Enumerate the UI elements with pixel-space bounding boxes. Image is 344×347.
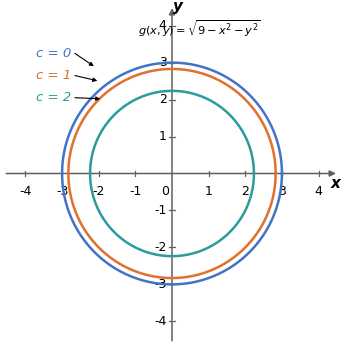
Text: 4: 4 <box>159 19 166 32</box>
Text: 0: 0 <box>161 185 169 198</box>
Text: 4: 4 <box>315 185 323 198</box>
Text: $\bfit{y}$: $\bfit{y}$ <box>172 0 185 16</box>
Text: c = 2: c = 2 <box>36 91 72 104</box>
Text: -3: -3 <box>154 278 166 291</box>
Text: c = 1: c = 1 <box>36 69 72 82</box>
Text: 1: 1 <box>205 185 213 198</box>
Text: -1: -1 <box>154 204 166 217</box>
Text: $\bfit{x}$: $\bfit{x}$ <box>331 176 343 191</box>
Text: -2: -2 <box>93 185 105 198</box>
Text: 3: 3 <box>278 185 286 198</box>
Text: $g(x, y) = \sqrt{9 - x^2 - y^2}$: $g(x, y) = \sqrt{9 - x^2 - y^2}$ <box>138 19 261 40</box>
Text: 3: 3 <box>159 56 166 69</box>
Text: -2: -2 <box>154 241 166 254</box>
Text: c = 0: c = 0 <box>36 47 72 60</box>
Text: -4: -4 <box>154 315 166 328</box>
Text: -4: -4 <box>19 185 32 198</box>
Text: 2: 2 <box>241 185 249 198</box>
Text: 2: 2 <box>159 93 166 106</box>
Text: 1: 1 <box>159 130 166 143</box>
Text: -3: -3 <box>56 185 68 198</box>
Text: -1: -1 <box>129 185 141 198</box>
